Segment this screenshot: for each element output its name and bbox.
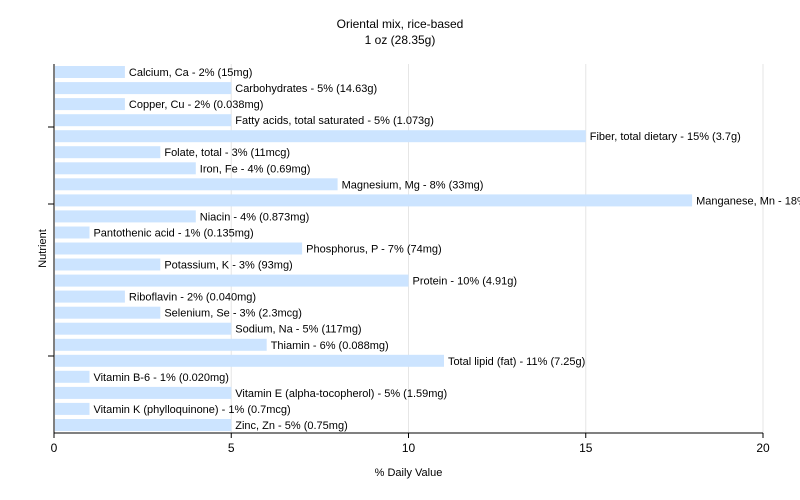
bar-value-label: Selenium, Se - 3% (2.3mcg): [164, 308, 302, 320]
bar-value-label: Calcium, Ca - 2% (15mg): [129, 67, 252, 79]
bar: [55, 322, 232, 335]
bar: [55, 258, 161, 271]
bar: [55, 290, 125, 303]
y-axis-title: Nutrient: [37, 229, 49, 268]
bar: [55, 226, 90, 239]
x-axis-title: % Daily Value: [375, 467, 443, 479]
x-tick-label: 20: [756, 441, 770, 455]
bar-value-label: Thiamin - 6% (0.088mg): [271, 340, 389, 352]
bar-value-label: Magnesium, Mg - 8% (33mg): [342, 179, 484, 191]
bar: [55, 306, 161, 319]
bar: [55, 194, 693, 207]
bar-value-label: Total lipid (fat) - 11% (7.25g): [448, 356, 585, 368]
chart-title-block: Oriental mix, rice-based 1 oz (28.35g): [0, 16, 800, 48]
bar-value-label: Iron, Fe - 4% (0.69mg): [200, 163, 311, 175]
bar-value-label: Zinc, Zn - 5% (0.75mg): [235, 420, 347, 432]
bar: [55, 386, 232, 399]
bar-value-label: Pantothenic acid - 1% (0.135mg): [93, 228, 253, 240]
bar: [55, 242, 303, 255]
bar-value-label: Riboflavin - 2% (0.040mg): [129, 292, 256, 304]
bar: [55, 274, 409, 287]
bar-value-label: Vitamin B-6 - 1% (0.020mg): [93, 372, 229, 384]
bar-value-label: Niacin - 4% (0.873mg): [200, 211, 309, 223]
x-tick-label: 10: [402, 441, 416, 455]
bar: [55, 370, 90, 383]
bar-value-label: Carbohydrates - 5% (14.63g): [235, 83, 377, 95]
bar-value-label: Manganese, Mn - 18% (0.361mg): [696, 195, 800, 207]
chart-subtitle: 1 oz (28.35g): [364, 33, 436, 47]
bar-value-label: Phosphorus, P - 7% (74mg): [306, 244, 442, 256]
bar-value-label: Protein - 10% (4.91g): [413, 276, 518, 288]
bar-value-label: Potassium, K - 3% (93mg): [164, 260, 292, 272]
x-tick-label: 0: [51, 441, 58, 455]
bar-value-label: Sodium, Na - 5% (117mg): [235, 324, 361, 336]
chart-title: Oriental mix, rice-based: [336, 17, 464, 31]
bar: [55, 66, 125, 78]
bar: [55, 130, 586, 143]
bar-value-label: Fatty acids, total saturated - 5% (1.073…: [235, 115, 434, 127]
bar: [55, 98, 125, 111]
x-tick-label: 5: [228, 441, 235, 455]
x-tick-label: 15: [579, 441, 593, 455]
bar: [55, 354, 444, 367]
bar: [55, 162, 196, 175]
bar: [55, 82, 232, 95]
bar-value-label: Copper, Cu - 2% (0.038mg): [129, 99, 264, 111]
bar: [55, 146, 161, 159]
bar: [55, 402, 90, 415]
bar: [55, 178, 338, 191]
bar-value-label: Vitamin E (alpha-tocopherol) - 5% (1.59m…: [235, 388, 447, 400]
bar: [55, 210, 196, 223]
bar-value-label: Fiber, total dietary - 15% (3.7g): [590, 131, 741, 143]
bar: [55, 338, 267, 351]
bar: [55, 419, 232, 431]
bar-value-label: Folate, total - 3% (11mcg): [164, 147, 290, 159]
bar: [55, 114, 232, 127]
bar-value-label: Vitamin K (phylloquinone) - 1% (0.7mcg): [93, 404, 290, 416]
